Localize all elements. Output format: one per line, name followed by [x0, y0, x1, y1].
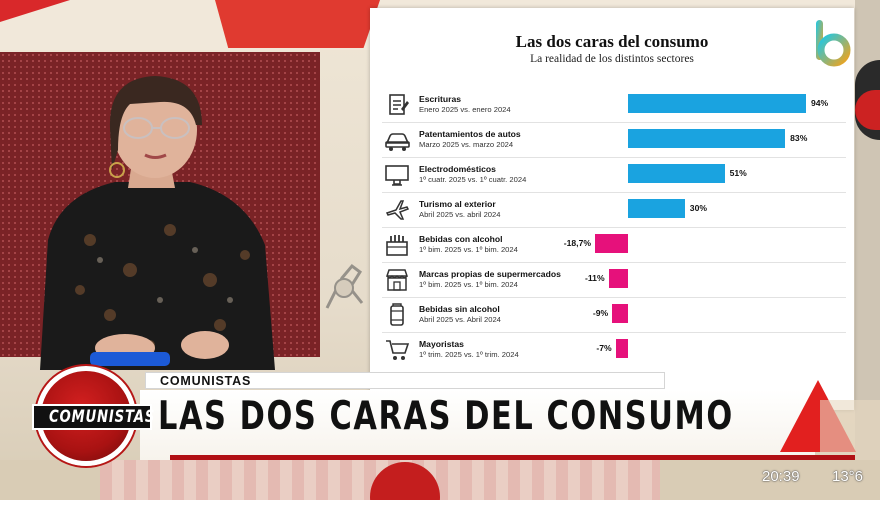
- chart-period-label: 1º cuatr. 2025 vs. 1º cuatr. 2024: [419, 175, 527, 184]
- chart-row: Patentamientos de autos Marzo 2025 vs. ma…: [382, 123, 846, 158]
- kicker-text: COMUNISTAS: [160, 374, 252, 388]
- chart-category-label: Bebidas con alcohol: [419, 234, 503, 244]
- chart-category-label: Escrituras: [419, 94, 462, 104]
- chart-row: Electrodomésticos 1º cuatr. 2025 vs. 1º c…: [382, 158, 846, 193]
- chart-category-label: Marcas propias de supermercados: [419, 269, 561, 279]
- chart-category-label: Patentamientos de autos: [419, 129, 521, 139]
- chart-period-label: Abril 2025 vs. abril 2024: [419, 210, 501, 219]
- kicker-bar: COMUNISTAS: [145, 372, 665, 389]
- show-logo: COMUNISTAS: [28, 364, 156, 468]
- chart-bar-positive: [628, 164, 725, 183]
- chart-category-label: Bebidas sin alcohol: [419, 304, 500, 314]
- chart-title: Las dos caras del consumo: [515, 32, 709, 51]
- chart-value-label: 94%: [811, 98, 829, 108]
- chart-row: Mayoristas 1º trim. 2025 vs. 1º trim. 202…: [382, 333, 846, 368]
- chart-subtitle: La realidad de los distintos sectores: [530, 53, 694, 65]
- presenter-figure: [40, 76, 275, 370]
- headline-bar: LAS DOS CARAS DEL CONSUMO: [140, 390, 815, 460]
- chart-period-label: Enero 2025 vs. enero 2024: [419, 105, 511, 114]
- chart-bar-negative: [612, 304, 628, 323]
- bottom-margin: [0, 500, 880, 524]
- chart-category-label: Mayoristas: [419, 339, 464, 349]
- chart-value-label: -9%: [592, 308, 609, 318]
- can-icon: [390, 303, 404, 326]
- chart-period-label: 1º trim. 2025 vs. 1º trim. 2024: [419, 350, 519, 359]
- backdrop-red-corner: [0, 0, 70, 22]
- chart-value-label: 51%: [729, 168, 747, 178]
- beverage-crate-icon: [386, 235, 408, 256]
- chart-rows: Escrituras Enero 2025 vs. enero 2024 94% Pa…: [382, 88, 846, 368]
- chart-period-label: Marzo 2025 vs. marzo 2024: [419, 140, 514, 149]
- chart-value-label: -7%: [596, 343, 612, 353]
- backdrop-red-shape-right: [855, 90, 880, 130]
- chart-period-label: Abril 2025 vs. Abril 2024: [419, 315, 501, 324]
- show-logo-text: COMUNISTAS: [48, 407, 156, 427]
- storefront-icon: [385, 269, 409, 291]
- airplane-icon: [385, 200, 410, 220]
- decorative-sketch-corner: [820, 400, 880, 460]
- temperature-readout: 13°6: [832, 468, 864, 485]
- backdrop-sketch-hand: [325, 263, 364, 309]
- shopping-cart-icon: [386, 340, 410, 360]
- chart-value-label: 30%: [689, 203, 707, 213]
- chart-bar-positive: [628, 129, 786, 148]
- chart-value-label: -18,7%: [563, 238, 591, 248]
- chart-value-label: 83%: [790, 133, 808, 143]
- chart-period-label: 1º bim. 2025 vs. 1º bim. 2024: [419, 280, 518, 289]
- chart-value-label: -11%: [585, 273, 605, 283]
- clock-readout: 20:39: [762, 468, 800, 485]
- headline-text: LAS DOS CARAS DEL CONSUMO: [158, 394, 734, 439]
- broadcast-frame: Las dos caras del consumo La realidad de…: [0, 0, 880, 500]
- chart-period-label: 1º bim. 2025 vs. 1º bim. 2024: [419, 245, 518, 254]
- lower-strip: [0, 460, 880, 500]
- show-logo-wordmark: COMUNISTAS: [32, 404, 156, 430]
- chart-bar-positive: [628, 94, 806, 113]
- chart-category-label: Electrodomésticos: [419, 164, 496, 174]
- chart-row: Turismo al exterior Abril 2025 vs. abril …: [382, 193, 846, 228]
- car-icon: [385, 133, 410, 151]
- monitor-icon: [385, 165, 409, 186]
- channel-b-logo: [816, 20, 851, 67]
- chart-row: Marcas propias de supermercados 1º bim. 2…: [382, 263, 846, 298]
- chart-bar-negative: [608, 269, 628, 288]
- backdrop-red-shape: [215, 0, 380, 48]
- chart-row: Bebidas con alcohol 1º bim. 2025 vs. 1º b…: [382, 228, 846, 263]
- document-icon: [389, 94, 409, 115]
- chart-row: Escrituras Enero 2025 vs. enero 2024 94%: [382, 88, 846, 123]
- chart-bar-negative: [595, 234, 628, 253]
- chart-bar-positive: [628, 199, 685, 218]
- chart-category-label: Turismo al exterior: [419, 199, 496, 209]
- chart-bar-negative: [615, 339, 628, 358]
- headline-red-line: [170, 455, 855, 460]
- chart-card: Las dos caras del consumo La realidad de…: [370, 8, 854, 410]
- chart-row: Bebidas sin alcohol Abril 2025 vs. Abril …: [382, 298, 846, 333]
